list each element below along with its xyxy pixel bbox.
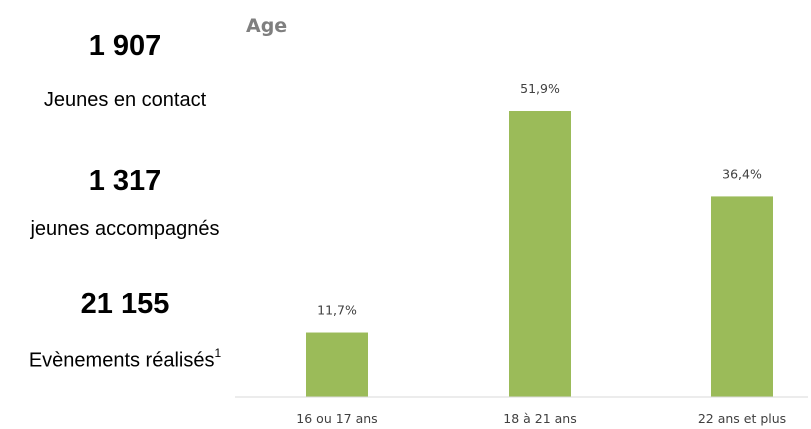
chart-title: Age — [246, 15, 287, 37]
x-tick-label-3: 22 ans et plus — [698, 411, 786, 426]
data-label-3: 36,4% — [722, 166, 762, 181]
x-tick-label-2: 18 à 21 ans — [503, 411, 577, 426]
stats-panel: 1 907 Jeunes en contact 1 317 jeunes acc… — [0, 0, 250, 429]
stat-label-contacts: Jeunes en contact — [43, 89, 207, 111]
stat-label-events-text: Evènements réalisés — [28, 349, 215, 372]
footnote-marker: 1 — [214, 346, 222, 360]
stat-value-events: 21 155 — [80, 288, 170, 320]
bar-1 — [306, 332, 368, 397]
data-label-2: 51,9% — [520, 81, 560, 96]
x-tick-label-1: 16 ou 17 ans — [296, 411, 377, 426]
bar-2 — [509, 111, 571, 397]
bar-3 — [711, 196, 773, 397]
stat-value-contacts: 1 907 — [88, 30, 162, 62]
stat-label-accompanied: jeunes accompagnés — [30, 218, 220, 240]
stat-label-events: Evènements réalisés1 — [0, 343, 250, 373]
bars-layer: 11,7% 16 ou 17 ans 51,9% 18 à 21 ans 36,4% 22… — [296, 81, 786, 426]
data-label-1: 11,7% — [317, 303, 357, 318]
stat-value-accompanied: 1 317 — [88, 165, 162, 197]
